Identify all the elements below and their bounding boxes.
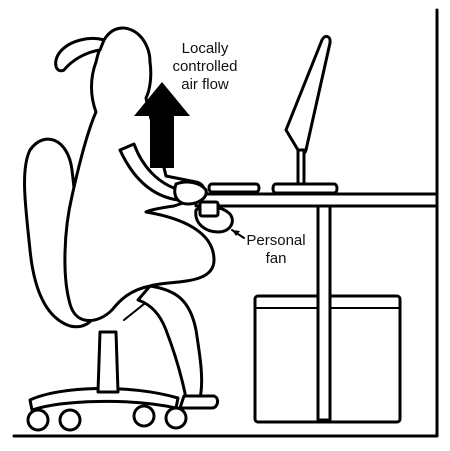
keyboard: [207, 182, 261, 194]
monitor-stand: [296, 148, 306, 186]
fan-label-line: Personal: [246, 232, 306, 249]
fan-unit: [198, 200, 220, 218]
chair-wheel: [132, 404, 156, 428]
room-wall: [12, 8, 439, 438]
chair-column: [96, 330, 120, 394]
desk-top: [194, 192, 439, 208]
person-foot: [178, 394, 220, 410]
person-hand: [173, 180, 208, 206]
ponytail: [54, 37, 106, 73]
airflow-label: Locally controlled air flow: [160, 40, 250, 94]
airflow-label-line: air flow: [181, 76, 229, 93]
computer-monitor: [284, 34, 332, 156]
chair-wheel: [164, 406, 188, 430]
airflow-label-line: Locally: [181, 40, 229, 57]
chair-wheel: [58, 408, 82, 432]
monitor-base: [271, 182, 339, 195]
chair-wheel: [26, 408, 50, 432]
airflow-label-line: controlled: [172, 58, 238, 75]
person-leg: [136, 284, 204, 400]
fan-label-line: fan: [265, 250, 287, 267]
airflow-arrow: [134, 82, 190, 168]
personal-fan-label: Personal fan: [238, 232, 314, 268]
fan-pointer-head: [232, 230, 240, 236]
desk-leg: [316, 204, 332, 422]
